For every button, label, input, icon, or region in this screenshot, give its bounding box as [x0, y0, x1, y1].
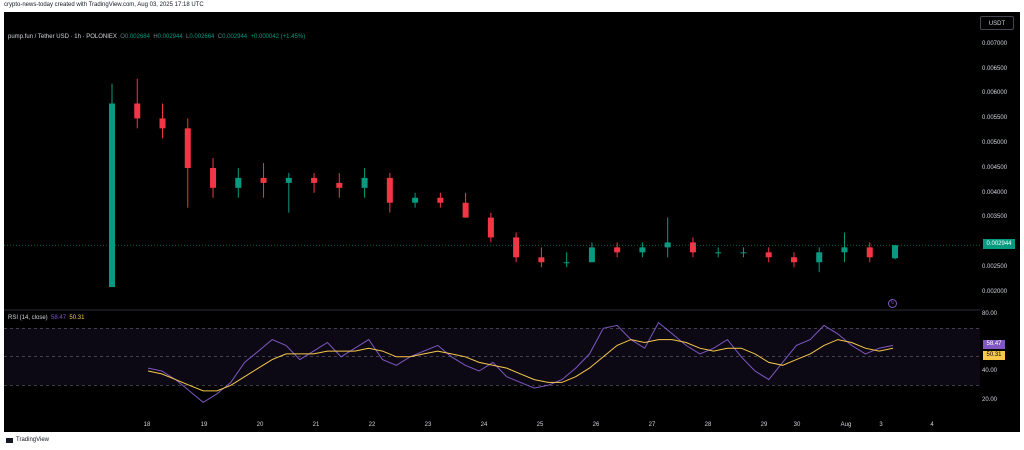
chart-credit: crypto-news-today created with TradingVi… — [4, 2, 204, 8]
candle-body — [336, 182, 343, 188]
price-tick: 0.006000 — [982, 90, 1008, 96]
time-tick: Aug — [840, 422, 852, 428]
time-tick: 29 — [760, 422, 768, 428]
price-tick: 0.005500 — [982, 115, 1008, 121]
rsi-tick: 80.00 — [982, 311, 998, 317]
open-value: 0.002684 — [124, 34, 150, 40]
candle-body — [285, 177, 292, 183]
rsi-tick: 20.00 — [982, 397, 998, 403]
candle-body — [437, 197, 444, 203]
time-tick: 21 — [312, 422, 320, 428]
price-tick: 0.003500 — [982, 214, 1008, 220]
time-tick: 18 — [143, 422, 151, 428]
time-tick: 25 — [536, 422, 544, 428]
candle-body — [563, 262, 570, 264]
low-label: L — [186, 34, 190, 40]
rsi-legend-value: 58.47 — [51, 315, 67, 321]
rsi-line — [147, 321, 894, 404]
time-tick: 26 — [592, 422, 600, 428]
symbol-legend: pump.fun / Tether USD · 1h · POLONIEX O0… — [8, 34, 305, 40]
candle-body — [386, 177, 393, 203]
candle-body — [614, 247, 621, 253]
candle-body — [260, 177, 267, 183]
tradingview-brand: TradingView — [16, 437, 50, 443]
time-tick: 3 — [879, 422, 883, 428]
rsi-ma-value-tag: 50.31 — [983, 351, 1005, 360]
price-tick: 0.005000 — [982, 140, 1008, 146]
change-value: +0.000042 (+1.45%) — [250, 34, 306, 40]
candle-body — [841, 247, 848, 253]
candle-body — [588, 247, 595, 263]
candle-body — [159, 118, 166, 129]
last-price-tag: 0.002944 — [983, 239, 1015, 249]
candle-body — [235, 177, 242, 188]
candle-body — [866, 247, 873, 258]
price-tick: 0.004500 — [982, 165, 1008, 171]
price-tick: 0.002500 — [982, 264, 1008, 270]
candle-body — [538, 257, 545, 263]
time-tick: 24 — [480, 422, 488, 428]
candle-body — [109, 103, 115, 288]
candle-body — [765, 252, 772, 258]
rsi-value-tag: 58.47 — [983, 340, 1005, 349]
symbol-name: pump.fun / Tether USD · 1h · POLONIEX — [8, 34, 117, 40]
tradingview-logo-icon — [6, 437, 13, 443]
price-tick: 0.006500 — [982, 66, 1008, 72]
tradingview-logo[interactable]: TradingView — [6, 437, 49, 443]
reset-scale-icon[interactable]: ↻ — [888, 299, 897, 308]
candle-body — [184, 128, 191, 168]
candle-body — [462, 202, 469, 218]
candle-body — [513, 237, 520, 258]
time-tick: 19 — [200, 422, 208, 428]
candle-body — [487, 217, 494, 238]
close-value: 0.002944 — [222, 34, 248, 40]
candle-body — [311, 177, 318, 183]
rsi-ma-legend-value: 50.31 — [69, 315, 85, 321]
rsi-tick: 40.00 — [982, 368, 998, 374]
open-label: O — [120, 34, 125, 40]
time-tick: 28 — [704, 422, 712, 428]
candle-body — [892, 245, 898, 259]
candle-body — [210, 168, 217, 188]
candle-body — [412, 197, 419, 203]
candle-body — [134, 103, 141, 119]
price-tick: 0.004000 — [982, 190, 1008, 196]
rsi-ma-line — [147, 339, 894, 392]
candle-body — [639, 247, 646, 253]
time-tick: 22 — [368, 422, 376, 428]
low-value: 0.002664 — [189, 34, 215, 40]
candle-body — [740, 252, 747, 254]
rsi-title: RSI (14, close) — [8, 315, 48, 321]
time-tick: 30 — [793, 422, 801, 428]
rsi-legend: RSI (14, close) 58.47 50.31 — [8, 315, 84, 321]
high-value: 0.002944 — [157, 34, 183, 40]
time-tick: 23 — [424, 422, 432, 428]
currency-button[interactable]: USDT — [980, 16, 1014, 30]
time-tick: 27 — [648, 422, 656, 428]
price-tick: 0.007000 — [982, 41, 1008, 47]
chart-frame — [4, 12, 1020, 432]
candle-body — [816, 252, 823, 263]
candle-body — [715, 252, 722, 254]
high-label: H — [153, 34, 158, 40]
candle-body — [689, 242, 696, 253]
time-tick: 20 — [256, 422, 264, 428]
price-tick: 0.002000 — [982, 289, 1008, 295]
candle-body — [790, 257, 797, 263]
close-label: C — [217, 34, 223, 40]
time-tick: 4 — [930, 422, 934, 428]
candle-body — [361, 177, 368, 188]
